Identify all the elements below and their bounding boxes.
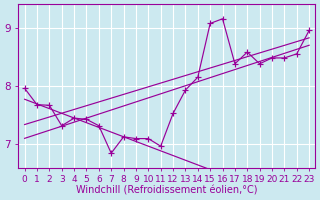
X-axis label: Windchill (Refroidissement éolien,°C): Windchill (Refroidissement éolien,°C) [76, 186, 258, 196]
